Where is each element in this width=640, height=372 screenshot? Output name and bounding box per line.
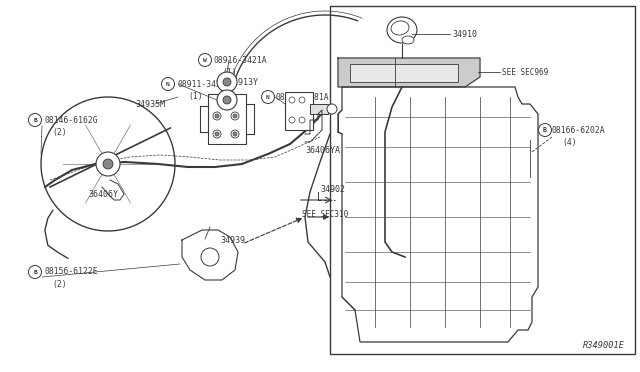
Circle shape (223, 78, 231, 86)
Circle shape (217, 90, 237, 110)
Text: 08918-3081A: 08918-3081A (276, 93, 330, 102)
Bar (310, 104, 328, 114)
Text: (1): (1) (285, 105, 300, 113)
Text: (2): (2) (52, 279, 67, 289)
Text: 34910: 34910 (452, 29, 477, 38)
Circle shape (215, 132, 219, 136)
Text: SEE SEC310: SEE SEC310 (302, 209, 348, 218)
Text: (1): (1) (222, 67, 237, 77)
Circle shape (198, 54, 211, 67)
Text: (1): (1) (188, 92, 203, 100)
Circle shape (538, 124, 552, 137)
Text: B: B (33, 269, 37, 275)
Text: 31913Y: 31913Y (228, 77, 258, 87)
Circle shape (231, 112, 239, 120)
Circle shape (96, 152, 120, 176)
Text: N: N (166, 81, 170, 87)
Circle shape (299, 97, 305, 103)
Circle shape (213, 130, 221, 138)
Polygon shape (338, 58, 480, 87)
Text: 36406Y: 36406Y (88, 189, 118, 199)
Text: B: B (543, 127, 547, 133)
Text: 34939: 34939 (220, 235, 245, 244)
Text: B: B (33, 118, 37, 122)
Circle shape (213, 112, 221, 120)
Text: 08156-6122E: 08156-6122E (44, 267, 98, 276)
Bar (285, 92, 313, 130)
Bar (350, 64, 458, 82)
Circle shape (233, 114, 237, 118)
Circle shape (103, 159, 113, 169)
Circle shape (231, 130, 239, 138)
Text: 34935M: 34935M (135, 99, 165, 109)
Text: (4): (4) (562, 138, 577, 147)
Circle shape (233, 132, 237, 136)
Circle shape (262, 90, 275, 103)
Circle shape (217, 72, 237, 92)
Circle shape (327, 104, 337, 114)
Ellipse shape (391, 21, 409, 35)
Bar (330, 6, 635, 354)
Circle shape (29, 113, 42, 126)
Text: 08146-6162G: 08146-6162G (44, 115, 98, 125)
Text: 08911-3422A: 08911-3422A (178, 80, 232, 89)
Text: N: N (266, 94, 270, 99)
Text: (2): (2) (52, 128, 67, 137)
Text: SEE SEC969: SEE SEC969 (502, 67, 548, 77)
Circle shape (201, 248, 219, 266)
Circle shape (215, 114, 219, 118)
Text: 34902: 34902 (320, 185, 345, 193)
Text: 08166-6202A: 08166-6202A (552, 125, 605, 135)
Ellipse shape (387, 17, 417, 43)
Polygon shape (338, 87, 538, 342)
Circle shape (161, 77, 175, 90)
Ellipse shape (402, 36, 414, 44)
Circle shape (299, 117, 305, 123)
Bar (208, 94, 246, 144)
Polygon shape (182, 230, 238, 280)
Circle shape (29, 266, 42, 279)
Circle shape (223, 96, 231, 104)
Text: W: W (203, 58, 207, 62)
Text: 08916-3421A: 08916-3421A (214, 55, 268, 64)
Text: R349001E: R349001E (583, 341, 625, 350)
Circle shape (289, 97, 295, 103)
Circle shape (289, 117, 295, 123)
Text: 36406YA: 36406YA (305, 145, 340, 154)
